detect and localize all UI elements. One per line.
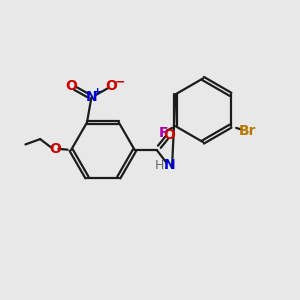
Text: F: F bbox=[158, 126, 168, 140]
Text: O: O bbox=[106, 79, 117, 93]
Text: O: O bbox=[49, 142, 61, 155]
Text: H: H bbox=[155, 159, 164, 172]
Text: Br: Br bbox=[239, 124, 256, 138]
Text: N: N bbox=[85, 90, 97, 104]
Text: O: O bbox=[163, 128, 175, 142]
Text: O: O bbox=[65, 79, 77, 93]
Text: +: + bbox=[93, 87, 103, 97]
Text: −: − bbox=[114, 75, 125, 88]
Text: N: N bbox=[163, 158, 175, 172]
